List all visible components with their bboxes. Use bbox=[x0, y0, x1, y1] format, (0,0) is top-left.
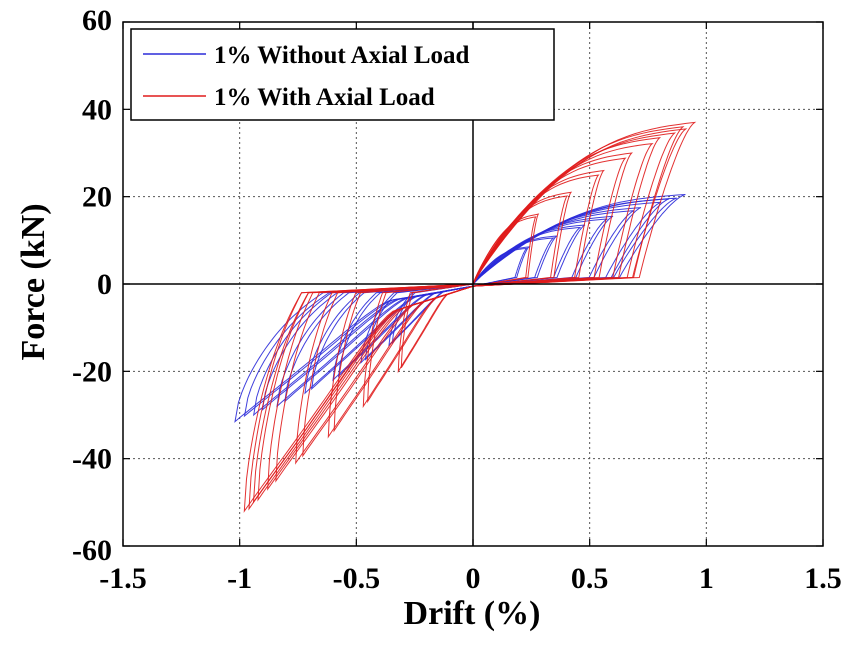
x-tick-label: 1.5 bbox=[804, 562, 842, 595]
x-tick-label: 0 bbox=[466, 562, 481, 595]
y-tick-label: -40 bbox=[72, 443, 112, 476]
series-with-axial-load bbox=[243, 121, 697, 513]
y-tick-label: -20 bbox=[72, 355, 112, 388]
y-tick-label: -60 bbox=[72, 534, 112, 567]
y-tick-label: 0 bbox=[97, 268, 112, 301]
legend-label-without-axial-load: 1% Without Axial Load bbox=[214, 42, 469, 69]
y-tick-label: 40 bbox=[82, 93, 112, 126]
y-tick-label: 60 bbox=[82, 4, 112, 37]
x-tick-label: -1.5 bbox=[99, 562, 147, 595]
legend-box bbox=[130, 28, 555, 121]
legend: 1% Without Axial Load 1% With Axial Load bbox=[130, 28, 555, 121]
hysteresis-loop bbox=[252, 128, 688, 504]
series-layer bbox=[234, 121, 697, 513]
x-tick-label: -0.5 bbox=[333, 562, 381, 595]
x-tick-label: 0.5 bbox=[571, 562, 609, 595]
hysteresis-loop bbox=[243, 197, 677, 418]
x-tick-label: -1 bbox=[227, 562, 252, 595]
y-axis-title: Force (kN) bbox=[15, 203, 52, 360]
x-axis-title: Drift (%) bbox=[404, 595, 541, 632]
tick-label-layer: -1.5 -1 -0.5 0 0.5 1 1.5 -60 -40 -20 0 20 40 60 bbox=[72, 4, 842, 595]
legend-label-with-axial-load: 1% With Axial Load bbox=[214, 84, 435, 111]
y-tick-label: 20 bbox=[82, 181, 112, 214]
x-tick-label: 1 bbox=[699, 562, 714, 595]
